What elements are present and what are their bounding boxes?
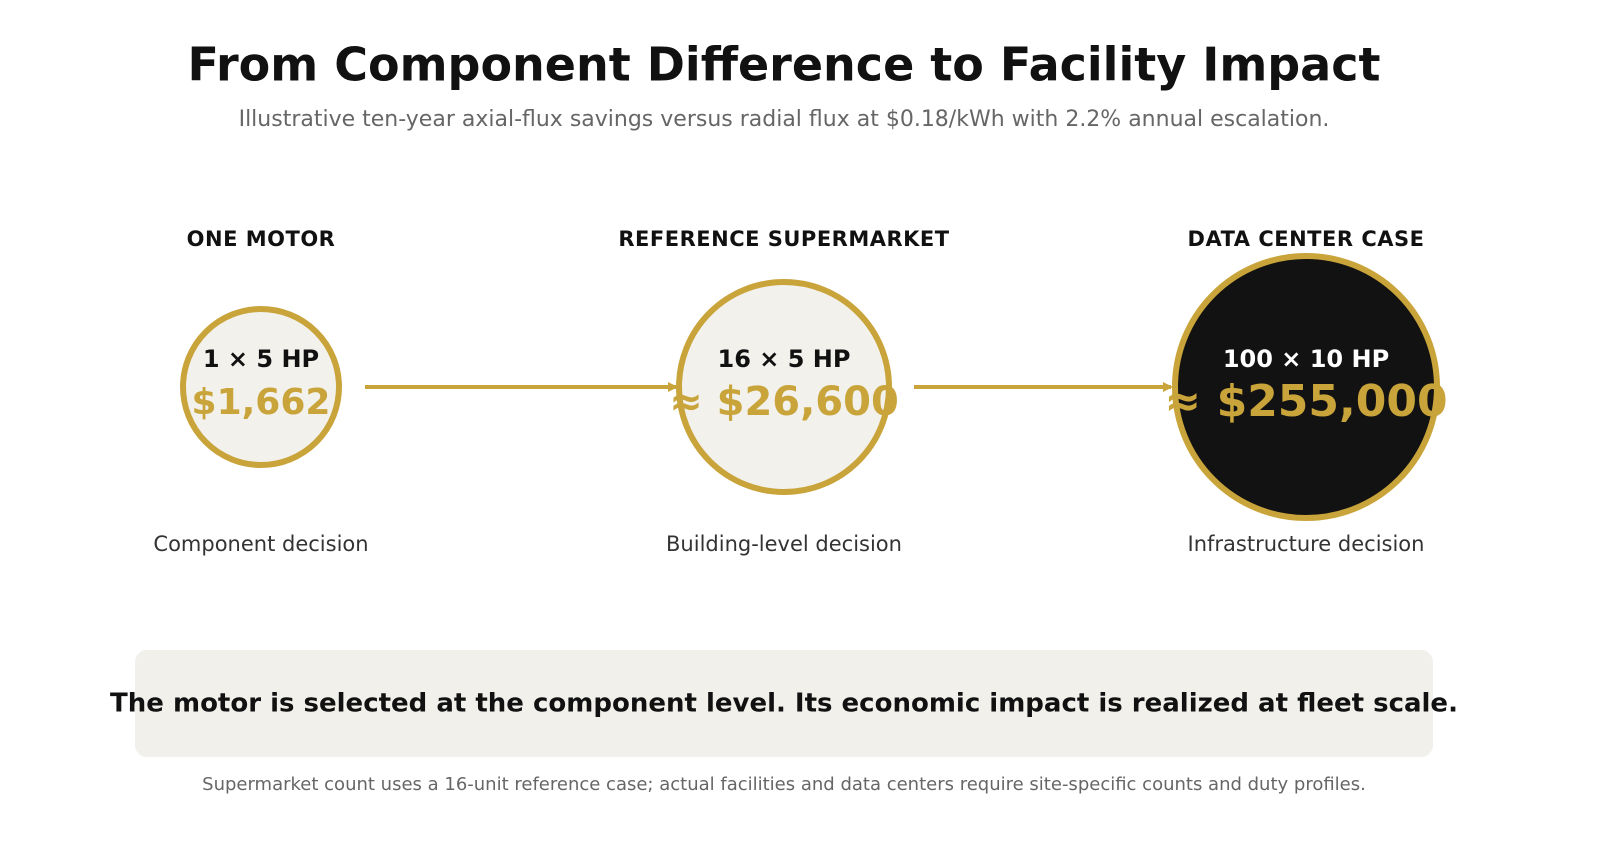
stage-value: ≈ $26,600 bbox=[669, 379, 899, 425]
stage-circle bbox=[180, 306, 342, 468]
footnote: Supermarket count uses a 16-unit referen… bbox=[202, 774, 1366, 795]
stage-units: 1 × 5 HP bbox=[203, 345, 319, 373]
stage-circle bbox=[1172, 253, 1440, 521]
message-box bbox=[135, 650, 1433, 757]
stage-circle bbox=[676, 279, 892, 495]
stage-label: REFERENCE SUPERMARKET bbox=[618, 227, 949, 251]
stage-units: 16 × 5 HP bbox=[718, 345, 851, 373]
title: From Component Difference to Facility Im… bbox=[188, 38, 1381, 92]
stage-value: $1,662 bbox=[192, 382, 331, 423]
stages: ONE MOTOR 1 × 5 HP $1,662 Component decisio… bbox=[153, 227, 1447, 556]
stage-label: ONE MOTOR bbox=[187, 227, 336, 251]
subtitle: Illustrative ten-year axial-flux savings… bbox=[239, 107, 1330, 132]
stage-units: 100 × 10 HP bbox=[1223, 345, 1389, 373]
stage-label: DATA CENTER CASE bbox=[1188, 227, 1425, 251]
stage-caption: Infrastructure decision bbox=[1188, 532, 1425, 556]
stage-caption: Building-level decision bbox=[666, 532, 902, 556]
stage-caption: Component decision bbox=[153, 532, 368, 556]
message: The motor is selected at the component l… bbox=[110, 689, 1458, 719]
stage-value: ≈ $255,000 bbox=[1164, 376, 1447, 427]
